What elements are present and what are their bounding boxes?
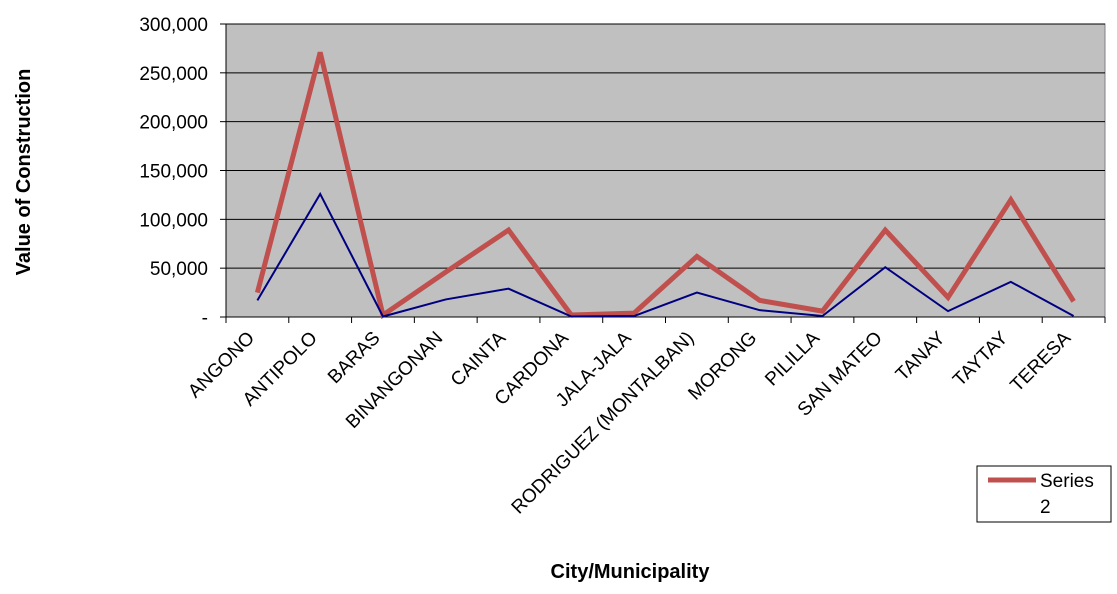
x-tick-label: TAYTAY: [949, 327, 1012, 390]
legend-label-series-2: Series 2: [1040, 471, 1094, 518]
legend: Series 2: [976, 465, 1112, 523]
series-line-1: [256, 191, 1075, 318]
y-tick-label: 250,000: [139, 64, 208, 85]
x-tick-label: CAINTA: [447, 327, 510, 390]
y-tick-label: 100,000: [139, 210, 208, 231]
y-tick-label: 50,000: [150, 259, 208, 280]
y-axis-title: Value of Construction: [13, 69, 35, 276]
x-tick-label: TANAY: [892, 327, 950, 385]
y-tick-label: -: [202, 308, 208, 329]
legend-box: [976, 465, 1112, 523]
x-tick-label: BARAS: [324, 328, 384, 388]
y-tick-labels: - 50,000 100,000 150,000 200,000 250,000 300,0…: [139, 15, 208, 329]
x-tick-label: MORONG: [684, 328, 761, 405]
series-lines: [254, 51, 1076, 320]
axes: [225, 24, 1106, 323]
x-tick-label: PILILLA: [761, 327, 824, 390]
x-axis-title: City/Municipality: [551, 561, 711, 583]
series-line-2: [254, 51, 1076, 320]
y-tick-label: 150,000: [139, 162, 208, 183]
y-tick-label: 300,000: [139, 15, 208, 36]
x-tick-label: TERESA: [1007, 327, 1076, 396]
y-tick-label: 200,000: [139, 113, 208, 134]
